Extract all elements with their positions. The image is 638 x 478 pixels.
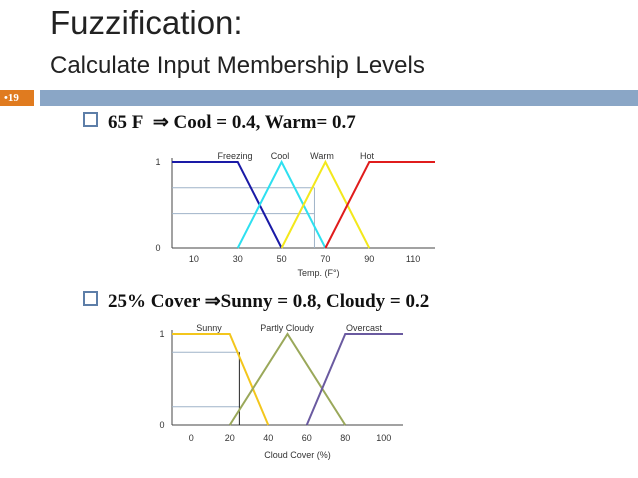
y-tick-label: 1 [155, 157, 160, 167]
membership-curve-hot [324, 161, 435, 249]
membership-curve-warm [280, 159, 371, 249]
x-tick-label: 50 [277, 254, 287, 264]
bullet-prefix: 25% Cover [108, 291, 200, 312]
membership-curve-sunny [172, 333, 270, 426]
slide-title: Fuzzification: [50, 4, 243, 41]
y-tick-label: 0 [155, 243, 160, 253]
bullet-cloud-cover: 25% Cover ⇒Sunny = 0.8, Cloudy = 0.2 [83, 290, 429, 313]
slide-subtitle: Calculate Input Membership Levels [50, 52, 425, 79]
bullet-text: Cool = 0.4, Warm= 0.7 [173, 112, 356, 133]
bullet-text: Sunny = 0.8, Cloudy = 0.2 [220, 291, 430, 312]
x-tick-label: 60 [302, 433, 312, 443]
series-label-partly-cloudy: Partly Cloudy [260, 323, 314, 333]
x-tick-label: 90 [364, 254, 374, 264]
series-label-cool: Cool [271, 151, 290, 161]
membership-curve-overcast [305, 333, 403, 426]
membership-curve-partly-cloudy [228, 332, 347, 426]
implies-arrow: ⇒ [204, 291, 221, 312]
bullet-temperature: 65 F ⇒ Cool = 0.4, Warm= 0.7 [83, 111, 356, 134]
slide-number: •19 [0, 90, 34, 106]
membership-curve-freezing [172, 161, 283, 249]
x-axis-label: Temp. (F°) [297, 268, 339, 278]
series-label-hot: Hot [360, 151, 375, 161]
x-tick-label: 40 [263, 433, 273, 443]
x-tick-label: 100 [376, 433, 391, 443]
membership-curve-cool [236, 159, 327, 249]
checkbox-bullet-icon [83, 112, 98, 127]
implies-arrow: ⇒ [152, 112, 169, 133]
x-tick-label: 20 [225, 433, 235, 443]
checkbox-bullet-icon [83, 291, 98, 306]
x-tick-label: 80 [340, 433, 350, 443]
x-tick-label: 110 [406, 254, 420, 264]
series-label-freezing: Freezing [217, 151, 252, 161]
bullet-prefix: 65 F [108, 112, 144, 133]
x-tick-label: 30 [233, 254, 243, 264]
series-label-overcast: Overcast [346, 323, 383, 333]
header-accent-bar [40, 90, 638, 106]
y-tick-label: 0 [159, 420, 164, 430]
series-label-sunny: Sunny [196, 323, 222, 333]
x-tick-label: 0 [189, 433, 194, 443]
x-axis-label: Cloud Cover (%) [264, 450, 331, 460]
x-tick-label: 70 [320, 254, 330, 264]
series-label-warm: Warm [310, 151, 334, 161]
x-tick-label: 10 [189, 254, 199, 264]
y-tick-label: 1 [159, 329, 164, 339]
